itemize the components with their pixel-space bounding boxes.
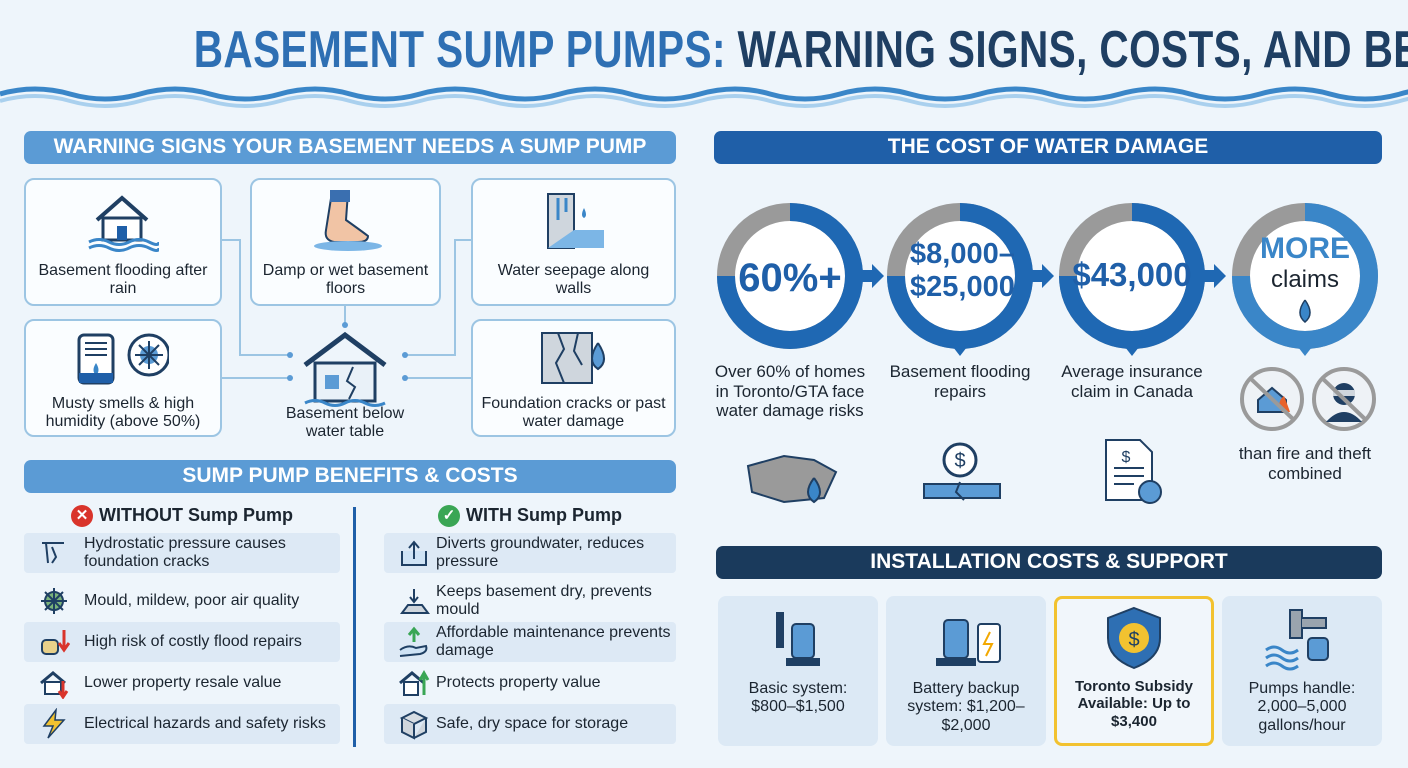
column-title-text: WITH Sump Pump	[466, 505, 622, 525]
column-title-text: WITHOUT Sump Pump	[99, 505, 293, 525]
warning-icon	[87, 190, 161, 252]
benefit-icon	[398, 708, 430, 740]
connectors	[222, 239, 471, 407]
title-part: WARNING SIGNS, COSTS, AND BENEFITS	[737, 21, 1408, 79]
benefit-icon	[38, 537, 70, 569]
stat-ring	[714, 200, 866, 352]
install-label: Toronto Subsidy Available: Up to $3,400	[1074, 678, 1194, 730]
ring-arrow	[1028, 262, 1056, 290]
benefit-text: Hydrostatic pressure causes foundation c…	[84, 535, 286, 570]
benefit-row: Protects property value	[384, 664, 676, 702]
warning-label: Damp or wet basement floors	[262, 262, 429, 298]
stat-ring	[884, 200, 1036, 352]
install-icon: $	[1104, 604, 1164, 672]
benefit-row: Mould, mildew, poor air quality	[24, 584, 340, 618]
install-icon	[768, 604, 828, 672]
warning-icon	[77, 329, 171, 389]
benefit-row: High risk of costly flood repairs	[24, 622, 340, 662]
svg-text:$: $	[1122, 449, 1131, 466]
svg-text:$: $	[1128, 629, 1139, 651]
benefit-icon	[398, 626, 430, 658]
install-icon	[928, 604, 1004, 672]
drop-icon	[1295, 298, 1315, 324]
warning-icon	[538, 190, 610, 252]
benefit-row: Electrical hazards and safety risks	[24, 704, 340, 744]
benefit-icon	[38, 626, 71, 658]
title: BASEMENT SUMP PUMPS: WARNING SIGNS, COST…	[0, 20, 1408, 80]
install-label: Basic system: $800–$1,500	[748, 680, 848, 716]
benefit-icon	[38, 667, 70, 700]
benefit-text: Diverts groundwater, reduces pressure	[436, 535, 645, 570]
column-title: ✕ WITHOUT Sump Pump	[24, 505, 340, 528]
warning-label: Foundation cracks or past water damage	[481, 395, 666, 431]
stat-sub: claims	[1270, 266, 1339, 293]
ring-arrow	[1200, 262, 1228, 290]
warning-label: Water seepage along walls	[497, 262, 650, 298]
benefit-row: Hydrostatic pressure causes foundation c…	[24, 533, 340, 573]
stat-caption: Over 60% of homes in Toronto/GTA face wa…	[714, 362, 866, 421]
warning-icon	[538, 329, 614, 389]
ring-arrow	[858, 262, 886, 290]
divider	[353, 507, 356, 747]
stat-value: MORE	[1260, 232, 1350, 265]
center-label: Basement below water table	[285, 405, 405, 441]
stat-caption: than fire and theft combined	[1238, 444, 1372, 483]
stat-value: $43,000	[1072, 256, 1192, 293]
benefit-icon	[398, 585, 430, 617]
install-card	[718, 596, 878, 746]
warning-label: Basement flooding after rain	[38, 262, 208, 298]
ring-pointer	[1116, 336, 1148, 358]
document-icon: $	[1100, 438, 1166, 506]
column-title: ✓ WITH Sump Pump	[384, 505, 676, 528]
benefit-row: Lower property resale value	[24, 664, 340, 702]
benefit-row: Affordable maintenance prevents damage	[384, 622, 676, 662]
pipe-icon: $	[922, 438, 1002, 508]
benefit-icon	[38, 585, 70, 617]
benefit-text: Keeps basement dry, prevents mould	[436, 583, 652, 618]
section-heading: INSTALLATION COSTS & SUPPORT	[716, 546, 1382, 579]
stat-caption: Average insurance claim in Canada	[1061, 362, 1203, 401]
benefit-text: Lower property resale value	[84, 674, 282, 692]
title-part: BASEMENT SUMP PUMPS:	[193, 21, 726, 79]
benefit-text: Electrical hazards and safety risks	[84, 715, 326, 733]
stat-value: 60%+	[738, 256, 842, 300]
benefit-text: Affordable maintenance prevents damage	[436, 624, 671, 659]
benefit-icon	[398, 537, 430, 569]
ring-pointer	[944, 336, 976, 358]
benefit-row: Diverts groundwater, reduces pressure	[384, 533, 676, 573]
install-label: Pumps handle: 2,000–5,000 gallons/hour	[1248, 680, 1356, 734]
install-label: Battery backup system: $1,200–$2,000	[907, 680, 1025, 734]
warning-label: Musty smells & high humidity (above 50%)	[45, 395, 201, 431]
warning-icon	[310, 190, 382, 252]
benefit-icon	[398, 667, 430, 699]
section-heading: WARNING SIGNS YOUR BASEMENT NEEDS A SUMP…	[24, 131, 676, 164]
benefit-text: Protects property value	[436, 674, 601, 692]
map-icon	[744, 452, 840, 506]
benefit-text: High risk of costly flood repairs	[84, 633, 302, 651]
install-icon	[1264, 604, 1340, 672]
stat-caption: Basement flooding repairs	[889, 362, 1031, 401]
svg-text:$: $	[954, 450, 965, 472]
section-heading: SUMP PUMP BENEFITS & COSTS	[24, 460, 676, 493]
fire-theft-icon	[1238, 366, 1382, 432]
stat-ring	[1229, 200, 1381, 352]
section-heading: THE COST OF WATER DAMAGE	[714, 131, 1382, 164]
stat-value: $8,000–$25,000	[910, 238, 1015, 304]
benefit-row: Keeps basement dry, prevents mould	[384, 583, 676, 618]
benefit-text: Mould, mildew, poor air quality	[84, 592, 300, 610]
warning-card	[24, 319, 222, 437]
wave-band	[0, 86, 1408, 108]
benefit-icon	[38, 707, 70, 740]
benefit-row: Safe, dry space for storage	[384, 704, 676, 744]
ring-pointer	[1289, 336, 1321, 358]
benefit-text: Safe, dry space for storage	[436, 715, 629, 733]
